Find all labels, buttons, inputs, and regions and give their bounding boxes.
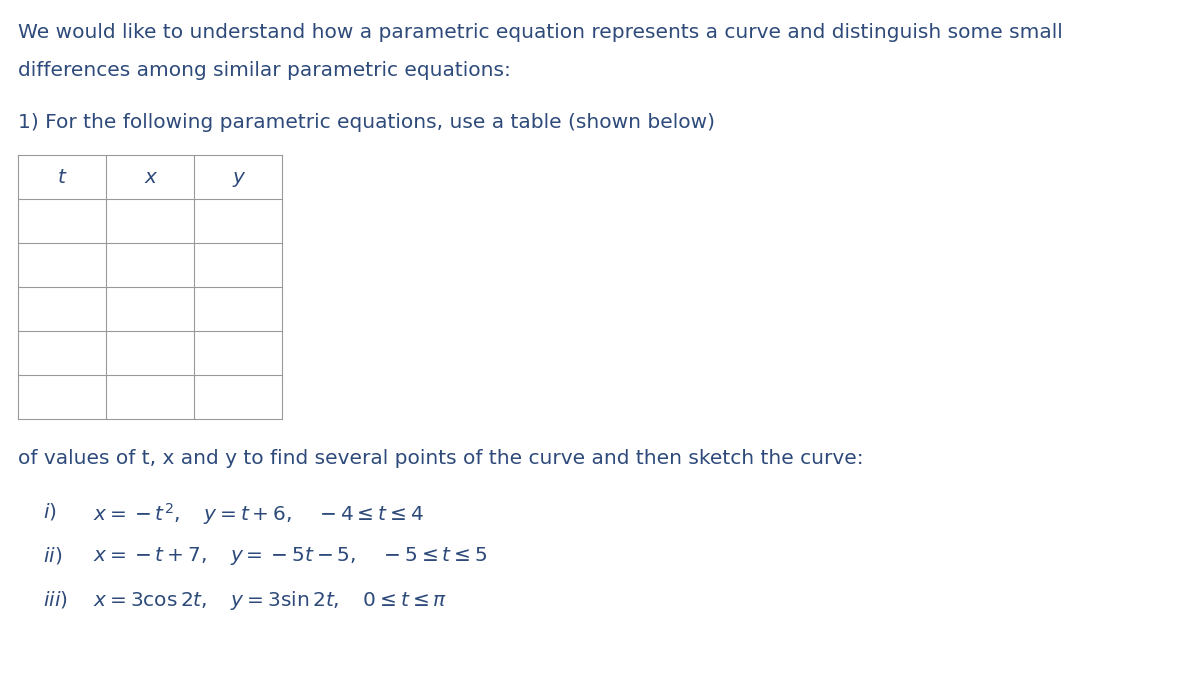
Text: x: x (144, 167, 156, 186)
Text: of values of t, x and y to find several points of the curve and then sketch the : of values of t, x and y to find several … (18, 449, 864, 468)
Text: $ii)$: $ii)$ (43, 545, 62, 566)
Text: t: t (58, 167, 66, 186)
Text: 1) For the following parametric equations, use a table (shown below): 1) For the following parametric equation… (18, 113, 715, 132)
Text: $x = 3\cos 2t, \quad y = 3\sin 2t, \quad 0 \leq t \leq \pi$: $x = 3\cos 2t, \quad y = 3\sin 2t, \quad… (94, 589, 448, 612)
Text: $x = -t^2, \quad y = t + 6, \quad -4 \leq t \leq 4$: $x = -t^2, \quad y = t + 6, \quad -4 \le… (94, 501, 424, 527)
Text: We would like to understand how a parametric equation represents a curve and dis: We would like to understand how a parame… (18, 23, 1063, 42)
Text: y: y (232, 167, 244, 186)
Text: $x = -t + 7, \quad y = -5t - 5, \quad -5 \leq t \leq 5$: $x = -t + 7, \quad y = -5t - 5, \quad -5… (94, 545, 487, 567)
Text: $iii)$: $iii)$ (43, 589, 68, 610)
Text: $i)$: $i)$ (43, 501, 56, 522)
Text: differences among similar parametric equations:: differences among similar parametric equ… (18, 61, 511, 80)
